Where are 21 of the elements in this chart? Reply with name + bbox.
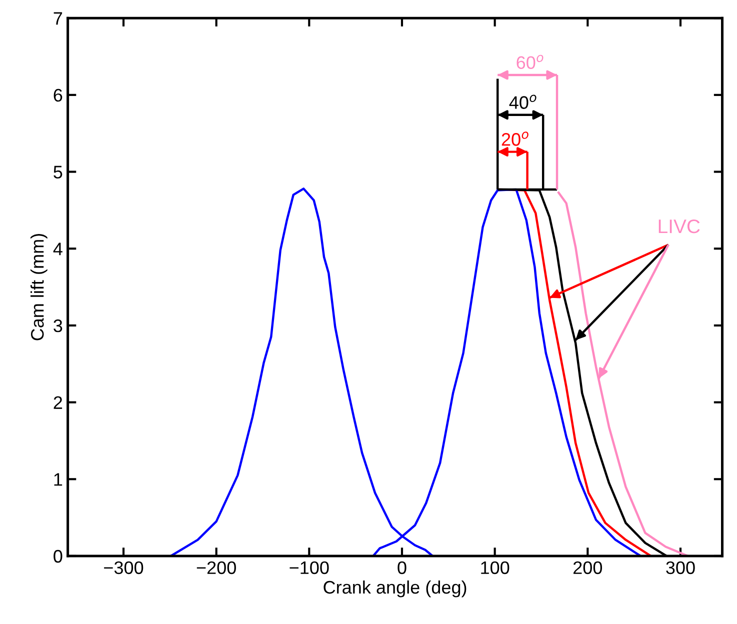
y-tick-label: 4 xyxy=(53,242,62,256)
x-tick-label: 200 xyxy=(574,561,602,574)
y-tick-label: 6 xyxy=(54,88,62,102)
x-tick-label: 100 xyxy=(481,561,510,574)
y-tick-label: 1 xyxy=(54,473,62,486)
annotation: 60$^{o}$ xyxy=(516,54,544,69)
x-tick-label: −300 xyxy=(104,561,144,574)
y-tick-label: 2 xyxy=(54,396,62,409)
x-tick-label: −200 xyxy=(196,561,236,574)
x-tick-label: 300 xyxy=(666,561,695,574)
annotation: LIVC xyxy=(658,219,700,234)
x-tick-label: −100 xyxy=(290,561,329,574)
y-tick-label: 0 xyxy=(54,550,62,563)
y-tick-label: 7 xyxy=(54,12,62,25)
x-axis-title: Crank angle (deg) xyxy=(324,580,466,598)
x-tick-label: 0 xyxy=(398,561,406,574)
y-tick-label: 5 xyxy=(54,166,62,178)
annotation: 40$^{o}$ xyxy=(509,94,536,109)
annotation: 20$^{o}$ xyxy=(502,132,528,146)
y-axis-title: Cam lift (mm) xyxy=(30,234,48,340)
y-tick-label: 3 xyxy=(54,319,62,332)
